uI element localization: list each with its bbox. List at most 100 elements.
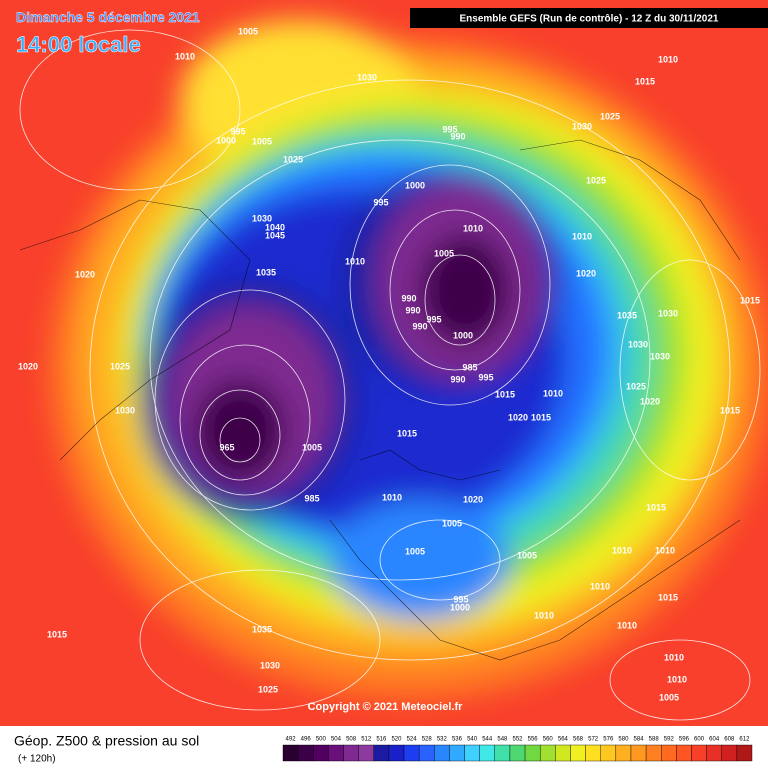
isobar-label: 1010 [655,545,675,555]
scale-label: 568 [573,737,584,743]
isobar-label: 1030 [572,121,592,131]
scale-label: 516 [376,737,387,743]
isobar-label: 990 [405,305,420,315]
isobar-label: 1015 [495,389,515,399]
legend-subtitle: (+ 120h) [18,754,56,765]
scale-label: 572 [588,737,599,743]
isobar-label: 995 [478,372,493,382]
isobar-label: 1025 [258,684,278,694]
isobar-label: 1010 [590,581,610,591]
isobar-label: 1030 [115,405,135,415]
scale-label: 556 [528,737,539,743]
scale-swatch [494,744,511,762]
isobar-label: 1015 [658,592,678,602]
isobar-label: 990 [401,293,416,303]
scale-swatch [373,744,390,762]
isobar-label: 1035 [617,310,637,320]
scale-swatch [706,744,722,762]
isobar-label: 1000 [453,330,473,340]
scale-swatch [313,744,329,762]
scale-swatch [721,744,738,762]
isobar-label: 1005 [517,550,537,560]
isobar-label: 995 [230,126,245,136]
scale-label: 528 [422,737,433,743]
scale-label: 508 [346,737,357,743]
scale-label: 512 [361,737,372,743]
scale-label: 520 [391,737,402,743]
isobar-label: 1010 [175,51,195,61]
scale-swatch [661,744,677,762]
scale-swatch [676,744,692,762]
isobar-label: 1025 [626,381,646,391]
isobar-label: 1010 [667,674,687,684]
isobar-label: 1010 [382,492,402,502]
scale-label: 500 [316,737,327,743]
model-box [410,8,768,28]
scale-swatch [645,744,662,762]
isobar-label: 1035 [256,267,276,277]
isobar-label: 1015 [531,412,551,422]
scale-label: 564 [558,737,569,743]
isobar-label: 990 [412,321,427,331]
isobar-label: 1010 [572,231,592,241]
isobar-label: 985 [304,493,319,503]
scale-swatch [555,744,571,762]
isobar-label: 1005 [659,692,679,702]
isobar-label: 995 [442,124,457,134]
isobar-label: 1010 [345,256,365,266]
scale-swatch [600,744,617,762]
isobar-label: 1015 [740,295,760,305]
isobar-label: 1010 [463,223,483,233]
isobar-label: 1030 [252,213,272,223]
scale-label: 496 [301,737,312,743]
isobar-label: 1035 [252,624,272,634]
scale-label: 600 [694,737,705,743]
isobar-label: 1020 [640,396,660,406]
isobar-label: 1010 [617,620,637,630]
isobar-label: 965 [219,442,234,452]
isobar-label: 1015 [646,502,666,512]
isobar-label: 1040 [265,222,285,232]
scale-label: 492 [286,737,297,743]
scale-swatch [297,744,314,762]
scale-swatch [524,744,541,762]
isobar-label: 1010 [543,388,563,398]
legend-title: Géop. Z500 & pression au sol [14,733,199,749]
isobar-label: 1005 [238,26,258,36]
scale-swatch [615,744,632,762]
isobar-label: 1025 [283,154,303,164]
scale-swatch [630,744,647,762]
scale-swatch [449,744,465,762]
scale-label: 592 [664,737,675,743]
scale-swatch [479,744,496,762]
isobar-label: 1010 [534,610,554,620]
isobar-label: 1005 [302,442,322,452]
isobar-label: 1000 [216,135,236,145]
isobar-label: 1020 [576,268,596,278]
forecast-time: 14:00 locale [16,32,141,57]
isobar-label: 1020 [75,269,95,279]
isobar-label: 1000 [405,180,425,190]
isobar-label: 1015 [635,76,655,86]
isobar-label: 1010 [658,54,678,64]
scale-swatch [418,744,435,762]
isobar-label: 985 [462,362,477,372]
isobar-label: 1030 [628,339,648,349]
isobar-label: 1030 [650,351,670,361]
scale-swatch [328,744,344,762]
scale-label: 560 [543,737,554,743]
scale-swatch [691,744,707,762]
isobar-label: 1030 [658,308,678,318]
isobar-label: 1020 [508,412,528,422]
scale-label: 580 [618,737,629,743]
model-info: Ensemble GEFS (Run de contrôle) - 12 Z d… [460,14,719,25]
scale-swatch [736,744,753,762]
isobar-label: 995 [426,314,441,324]
scale-swatch [282,744,299,762]
scale-label: 612 [739,737,750,743]
isobar-label: 1045 [265,230,285,240]
scale-swatch [434,744,450,762]
scale-label: 504 [331,737,342,743]
